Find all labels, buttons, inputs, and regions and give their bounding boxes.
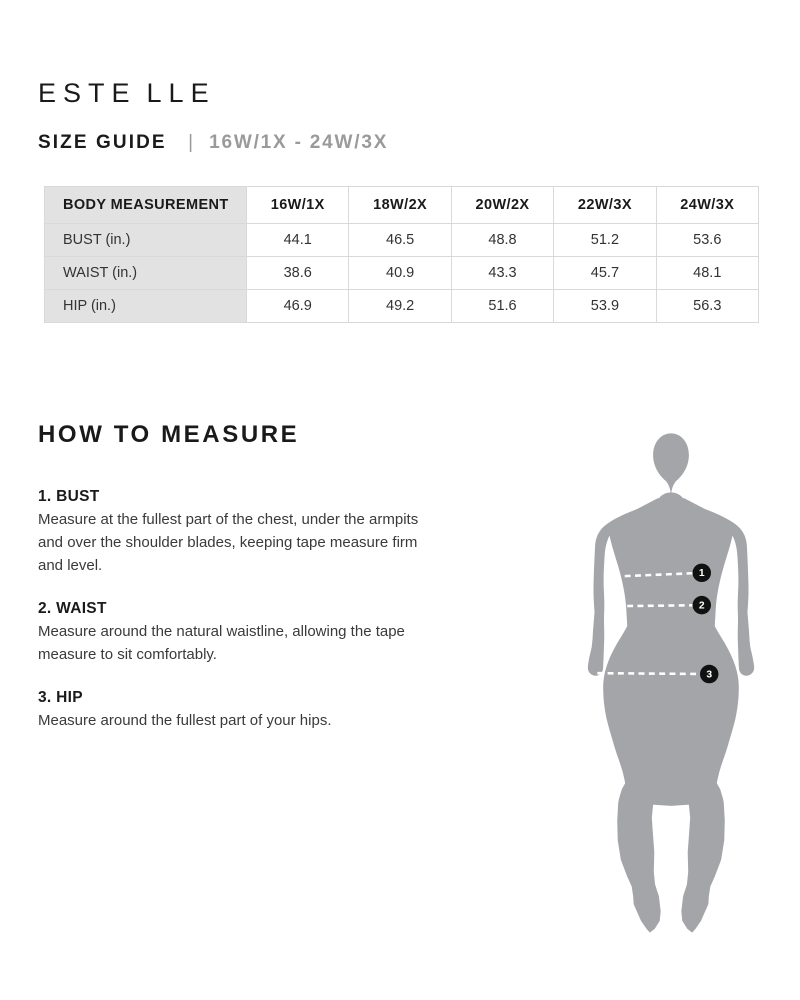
svg-text:1: 1 bbox=[699, 568, 705, 579]
svg-text:3: 3 bbox=[706, 669, 712, 680]
svg-text:2: 2 bbox=[699, 601, 705, 612]
